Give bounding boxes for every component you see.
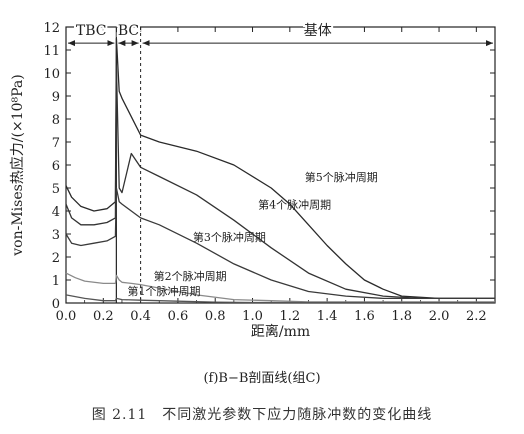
x-tick-label: 1.8 [391,309,412,324]
y-tick-label: 2 [52,251,60,266]
x-tick-label: 2.2 [466,309,487,324]
x-tick-label: 0.2 [93,309,114,324]
y-tick-label: 5 [52,182,60,197]
x-tick-label: 0.0 [56,309,77,324]
x-tick-label: 0.6 [168,309,189,324]
subcaption: (f)B−B剖面线(组C) [203,371,321,386]
x-tick-label: 1.6 [354,309,375,324]
y-tick-label: 4 [52,205,60,220]
x-tick-label: 1.4 [317,309,338,324]
y-tick-label: 7 [52,136,60,151]
plot-frame [65,26,496,304]
figure-caption: 图 2.11 不同激光参数下应力随脉冲数的变化曲线 [91,407,433,423]
x-tick-label: 1.2 [279,309,300,324]
region-label-substrate: 基体 [304,22,332,39]
y-tick-label: 8 [52,113,60,128]
series-line-5 [65,294,495,304]
series-label-4: 第2个脉冲周期 [154,269,227,283]
x-axis-label: 距离/mm [251,323,310,340]
x-tick-label: 0.8 [205,309,226,324]
region-label-tbc: TBC [76,23,107,39]
series-line-3 [65,187,495,300]
y-tick-label: 9 [52,90,60,105]
series-label-1: 第5个脉冲周期 [305,170,378,184]
x-tick-label: 1.0 [242,309,263,324]
y-axis-label: von-Mises热应力/(×10⁸Pa) [9,74,26,257]
y-tick-label: 10 [43,67,60,82]
series-label-2: 第4个脉冲周期 [258,198,331,212]
x-tick-label: 2.0 [429,309,450,324]
series-label-3: 第3个脉冲周期 [193,230,266,244]
series-label-5: 第1个脉冲周期 [128,284,201,298]
region-label-bc: BC [118,23,139,39]
y-tick-label: 1 [52,274,60,289]
y-tick-label: 12 [43,21,60,36]
y-tick-label: 0 [52,297,60,312]
series-line-1 [65,37,495,300]
x-tick-label: 0.4 [130,309,151,324]
y-tick-label: 11 [43,44,60,59]
line-chart: 0.0 0.2 0.4 0.6 0.8 1.0 1.2 1.4 1.6 1.8 2.0 2.20123… [9,20,496,340]
y-tick-label: 6 [52,159,60,174]
series-line-2 [65,65,495,300]
y-tick-label: 3 [52,228,60,243]
